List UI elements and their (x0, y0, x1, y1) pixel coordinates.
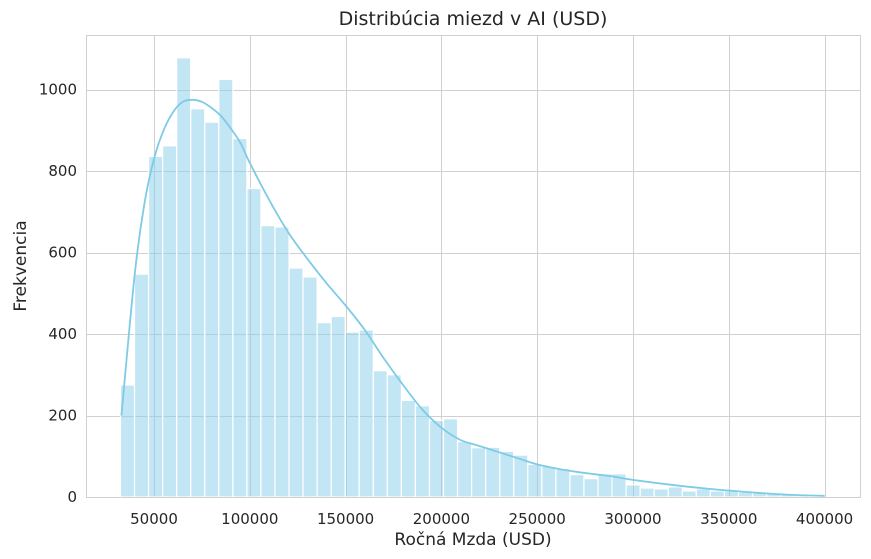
histogram-bar (541, 465, 557, 498)
histogram-bar (274, 226, 290, 498)
histogram-bar (456, 440, 473, 498)
histogram-bar (639, 487, 655, 498)
x-tick-label: 150000 (317, 510, 374, 528)
histogram-bar (204, 121, 220, 498)
histogram-bar (288, 267, 304, 498)
kde-curve (120, 98, 825, 497)
histogram-bar (400, 399, 417, 498)
histogram-bar (428, 419, 445, 498)
histogram-bar (653, 488, 669, 498)
histogram-bar (162, 145, 178, 498)
kde-layer (120, 98, 825, 497)
histogram-bar (330, 315, 346, 498)
histogram-bar (695, 488, 711, 498)
y-tick-label: 0 (67, 488, 77, 506)
histogram-bar (302, 276, 318, 498)
bar-layer (119, 57, 824, 498)
chart-title: Distribúcia miezd v AI (USD) (339, 8, 608, 30)
histogram-bar (190, 108, 206, 498)
histogram-bar (499, 450, 515, 498)
x-tick-label: 400000 (796, 510, 853, 528)
histogram-bar (555, 467, 571, 498)
histogram-bar (260, 225, 276, 498)
x-tick-labels: 50000 100000 150000 200000 250000 300000 35000… (130, 510, 853, 528)
x-tick-label: 250000 (509, 510, 566, 528)
histogram-bar (625, 484, 641, 498)
histogram-bar (133, 273, 150, 498)
y-tick-label: 800 (48, 162, 77, 180)
histogram-bar (246, 187, 262, 498)
histogram-bar (372, 370, 388, 498)
histogram-bar (344, 331, 360, 498)
histogram-bar (597, 473, 613, 498)
x-axis-label: Ročná Mzda (USD) (394, 530, 551, 550)
histogram-bar (176, 57, 192, 498)
histogram-bar (527, 463, 543, 498)
y-tick-label: 400 (48, 325, 77, 343)
y-tick-label: 1000 (39, 81, 77, 99)
histogram-bar (681, 490, 697, 498)
histogram-bar (485, 446, 501, 498)
histogram-bar (414, 405, 431, 498)
histogram-bar (232, 137, 248, 498)
histogram-bar (583, 478, 599, 498)
x-tick-label: 300000 (604, 510, 661, 528)
x-tick-label: 200000 (413, 510, 470, 528)
y-tick-label: 200 (48, 407, 77, 425)
histogram-bar (569, 473, 585, 498)
plot-frame (86, 35, 861, 498)
histogram-bar (709, 490, 726, 498)
x-tick-label: 50000 (130, 510, 178, 528)
x-tick-label: 350000 (700, 510, 757, 528)
x-tick-label: 100000 (221, 510, 278, 528)
histogram-bar (667, 486, 683, 498)
histogram-bar (218, 78, 234, 498)
histogram-bar (358, 329, 374, 498)
histogram-bar (147, 155, 164, 498)
y-axis-label: Frekvencia (11, 220, 31, 311)
y-tick-label: 600 (48, 244, 77, 262)
histogram-bar (471, 447, 487, 498)
histogram-bar (386, 374, 402, 498)
histogram-bar (316, 322, 332, 498)
y-tick-labels: 0 200 400 600 800 1000 (39, 81, 77, 506)
